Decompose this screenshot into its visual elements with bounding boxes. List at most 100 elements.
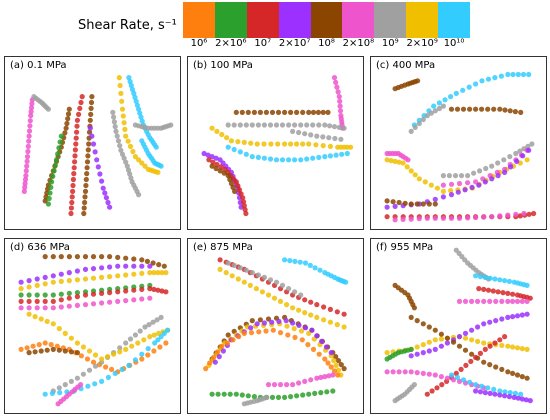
data-point [318,374,324,380]
data-point [333,362,339,368]
data-point [85,153,91,159]
data-point [124,163,130,169]
data-point [107,204,113,210]
data-point [69,194,75,200]
legend-tick-label: 2×10⁷ [278,38,311,49]
data-point [453,370,459,376]
data-point [448,192,455,198]
data-point [229,273,235,279]
data-point [462,335,469,341]
data-point [446,173,452,179]
data-point [432,337,438,343]
data-point [99,265,105,271]
data-point [213,155,219,161]
data-point [426,339,432,345]
data-point [469,298,475,304]
data-point [263,328,269,334]
data-point [316,351,322,357]
data-series [68,94,85,217]
data-point [225,144,231,150]
data-point [235,139,241,145]
data-point [224,135,230,141]
data-series [116,75,161,175]
data-point [296,322,302,328]
data-point [235,183,241,189]
data-point [493,298,499,304]
data-point [514,158,520,164]
data-point [45,201,52,207]
data-point [99,300,105,306]
data-point [432,196,438,202]
data-series [290,128,344,142]
panel-title: (d) 636 MPa [10,242,70,253]
data-point [308,299,314,305]
data-point [332,135,338,142]
data-point [139,351,145,357]
data-point [26,350,32,356]
data-point [448,106,455,112]
data-point [300,109,306,115]
data-series [18,295,153,311]
data-point [481,298,487,304]
data-point [414,344,420,350]
data-point [87,117,93,123]
data-point [473,81,479,87]
data-point [233,179,239,185]
data-point [58,133,64,139]
data-point [18,346,24,352]
data-point [434,385,440,391]
data-point [34,276,40,282]
data-point [450,377,457,383]
data-point [426,324,432,330]
data-point [412,124,418,130]
data-point [467,106,473,112]
data-point [105,374,111,380]
data-series [408,311,530,359]
data-point [325,109,331,115]
data-point [28,109,34,115]
data-point [235,276,241,282]
data-point [414,370,420,376]
data-point [224,340,230,346]
data-point [269,109,276,115]
data-point [205,152,211,158]
data-point [322,122,328,128]
data-point [53,157,60,163]
chart-panel: (c) 400 MPa [370,56,547,230]
data-point [50,321,56,327]
data-point [155,337,161,343]
data-point [34,298,40,304]
data-point [296,307,302,313]
legend-swatch [310,2,343,38]
data-point [225,260,231,266]
data-point [497,388,503,394]
panel-plot [201,75,354,217]
data-point [510,298,516,304]
data-point [42,281,48,287]
data-point [89,133,95,139]
data-series [265,372,336,388]
data-series [473,388,533,404]
panel-plot [384,247,533,404]
data-point [76,111,82,117]
data-point [84,159,91,165]
data-point [479,78,485,84]
data-point [54,343,60,349]
data-point [123,346,129,352]
data-point [142,163,148,169]
data-point [450,339,457,345]
data-point [300,141,306,147]
data-point [408,128,414,134]
data-point [510,314,516,320]
data-point [411,382,417,388]
data-point [231,122,237,128]
data-point [86,348,93,354]
data-point [217,168,223,174]
data-point [81,210,87,217]
data-point [62,330,68,336]
data-point [482,346,488,352]
data-point [114,133,120,139]
data-point [109,366,115,372]
data-point [414,318,420,324]
data-point [74,254,80,260]
